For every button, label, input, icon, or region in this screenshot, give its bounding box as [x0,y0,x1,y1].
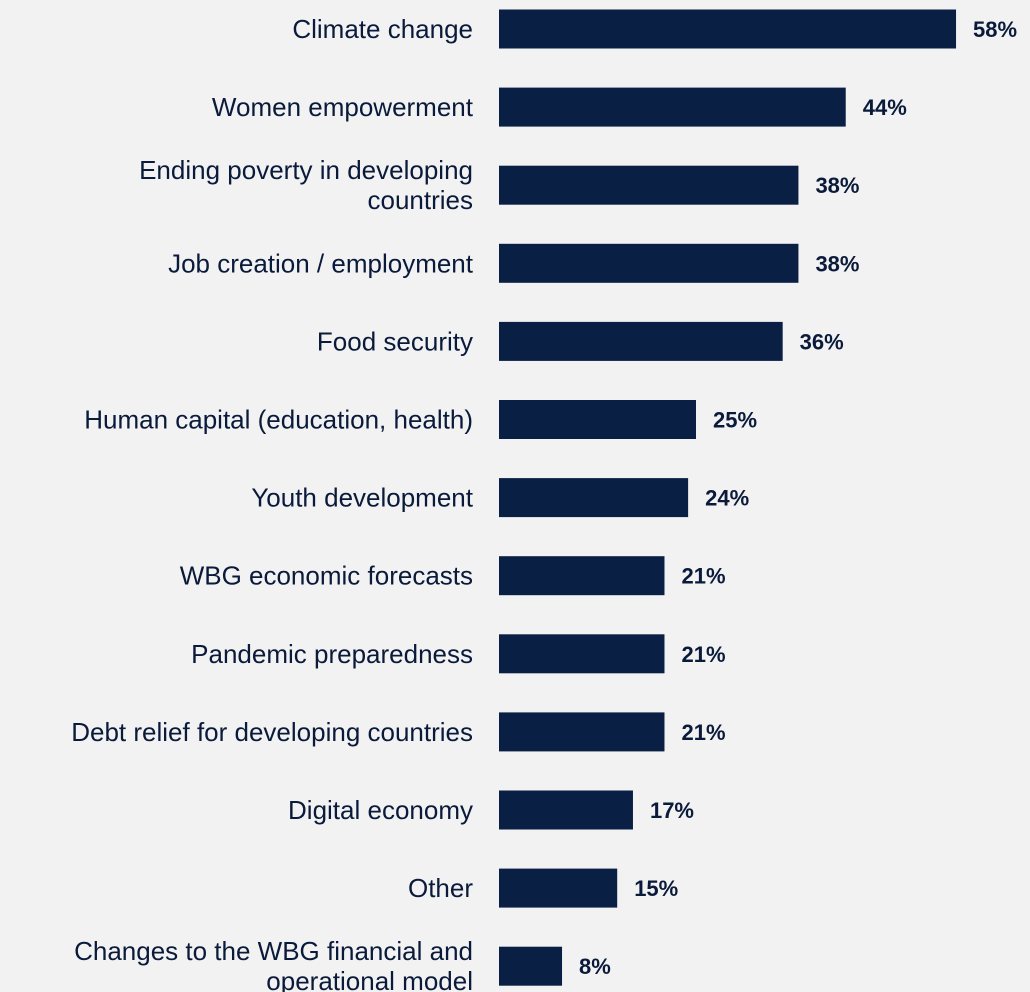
bar-value-label: 44% [863,95,907,120]
category-label: Job creation / employment [168,248,474,278]
category-label: Digital economy [288,795,473,825]
category-label: operational model [266,966,473,992]
bar-value-label: 21% [681,564,725,589]
category-label: Ending poverty in developing [139,155,473,185]
bar-value-label: 21% [681,642,725,667]
bar [499,556,665,596]
bar [499,400,696,439]
bar [499,87,846,127]
category-label: Human capital (education, health) [84,405,473,435]
category-label: WBG economic forecasts [180,561,473,591]
category-label: countries [368,185,474,215]
category-label: Women empowerment [212,92,474,122]
bar [499,478,689,518]
bar [499,243,799,283]
category-label: Debt relief for developing countries [71,717,473,747]
bar [499,634,665,674]
category-label: Other [408,873,473,903]
bar-value-label: 25% [713,408,757,433]
bar [499,321,783,361]
bar [499,790,633,830]
bar [499,712,665,752]
bar [499,868,618,908]
bar-value-label: 8% [579,954,611,979]
category-label: Changes to the WBG financial and [74,936,473,966]
bar [499,165,799,205]
bar-value-label: 24% [705,486,749,511]
bar-value-label: 15% [634,876,678,901]
bar [499,9,957,49]
bar-value-label: 38% [815,251,859,276]
category-label: Climate change [292,14,473,44]
category-label: Pandemic preparedness [191,639,473,669]
bar-value-label: 17% [650,798,694,823]
category-label: Food security [317,326,473,356]
bar-value-label: 38% [815,173,859,198]
bar-value-label: 58% [973,17,1017,42]
bar-value-label: 21% [681,720,725,745]
bar-value-label: 36% [800,329,844,354]
category-label: Youth development [251,483,473,513]
bar [499,946,563,986]
